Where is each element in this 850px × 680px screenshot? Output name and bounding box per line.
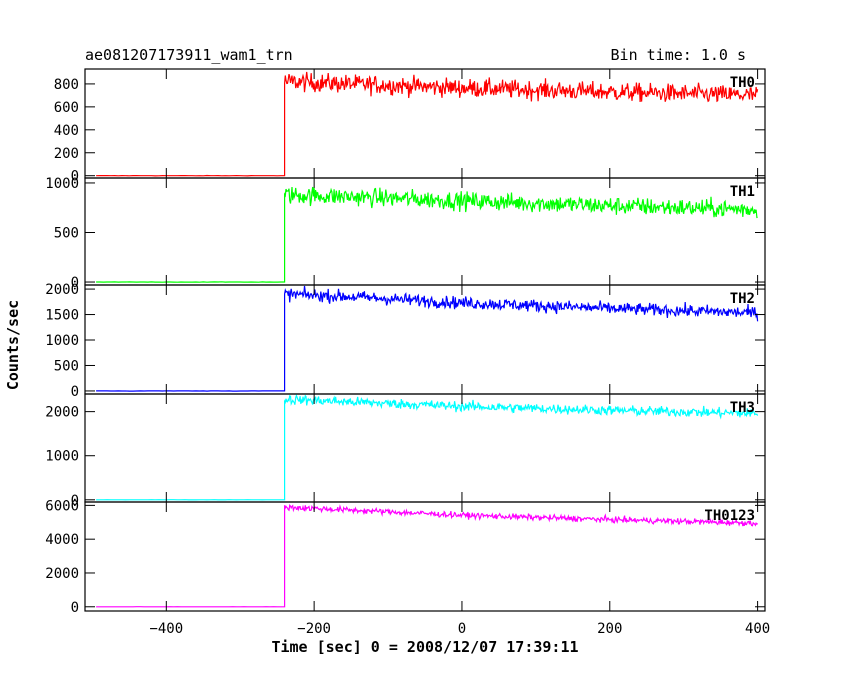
y-tick-label: 0 — [71, 493, 79, 509]
panel-th3: 0 1000 2000 TH3 — [45, 393, 766, 509]
series-name-th0123: TH0123 — [704, 508, 755, 524]
panel-th0123: 0 2000 4000 6000 TH0123 — [45, 498, 766, 616]
series-line-th3 — [96, 393, 759, 501]
series-name-th3: TH3 — [730, 400, 755, 416]
y-tick-label: 400 — [54, 123, 79, 139]
panel-th2: 0 500 1000 1500 2000 TH2 — [45, 282, 766, 400]
panel-frame — [84, 501, 766, 612]
y-tick-label: 1000 — [45, 449, 79, 465]
y-tick-label: 0 — [71, 600, 79, 616]
x-tick-label: 200 — [597, 621, 622, 637]
y-tick-label: 0 — [71, 169, 79, 185]
series-line-th0 — [96, 71, 759, 177]
y-tick-label: 1000 — [45, 176, 79, 192]
y-tick-label: 6000 — [45, 498, 79, 514]
y-tick-label: 1500 — [45, 308, 79, 324]
panel-th1: 0 500 1000 TH1 — [45, 176, 766, 291]
y-tick-label: 200 — [54, 146, 79, 162]
y-tick-label: 0 — [71, 275, 79, 291]
y-tick-label: 0 — [71, 384, 79, 400]
series-name-th2: TH2 — [730, 291, 755, 307]
y-tick-label: 500 — [54, 225, 79, 241]
x-axis: −400 −200 0 200 400 — [149, 621, 770, 637]
y-axis-label: Counts/sec — [4, 300, 22, 390]
series-name-th1: TH1 — [730, 184, 755, 200]
y-tick-label: 500 — [54, 358, 79, 374]
y-tick-label: 1000 — [45, 333, 79, 349]
panel-th0: 0 200 400 600 800 TH0 — [54, 68, 766, 185]
y-tick-label: 600 — [54, 100, 79, 116]
y-tick-label: 2000 — [45, 282, 79, 298]
x-axis-label: Time [sec] 0 = 2008/12/07 17:39:11 — [271, 638, 578, 656]
panels-group: 0 200 400 600 800 TH0 0 500 1000 TH1 0 500 1000 1500 2… — [45, 68, 766, 616]
series-line-th2 — [96, 285, 759, 392]
y-tick-label: 2000 — [45, 405, 79, 421]
y-tick-label: 800 — [54, 77, 79, 93]
x-tick-label: −200 — [297, 621, 331, 637]
y-tick-label: 4000 — [45, 532, 79, 548]
x-tick-label: 0 — [458, 621, 466, 637]
x-tick-label: −400 — [149, 621, 183, 637]
chart-title: ae081207173911_wam1_trn — [85, 46, 293, 64]
x-tick-label: 400 — [745, 621, 770, 637]
series-line-th0123 — [96, 504, 759, 608]
y-tick-label: 2000 — [45, 566, 79, 582]
series-name-th0: TH0 — [730, 75, 755, 91]
series-line-th1 — [96, 186, 758, 283]
bin-time-label: Bin time: 1.0 s — [611, 46, 746, 64]
